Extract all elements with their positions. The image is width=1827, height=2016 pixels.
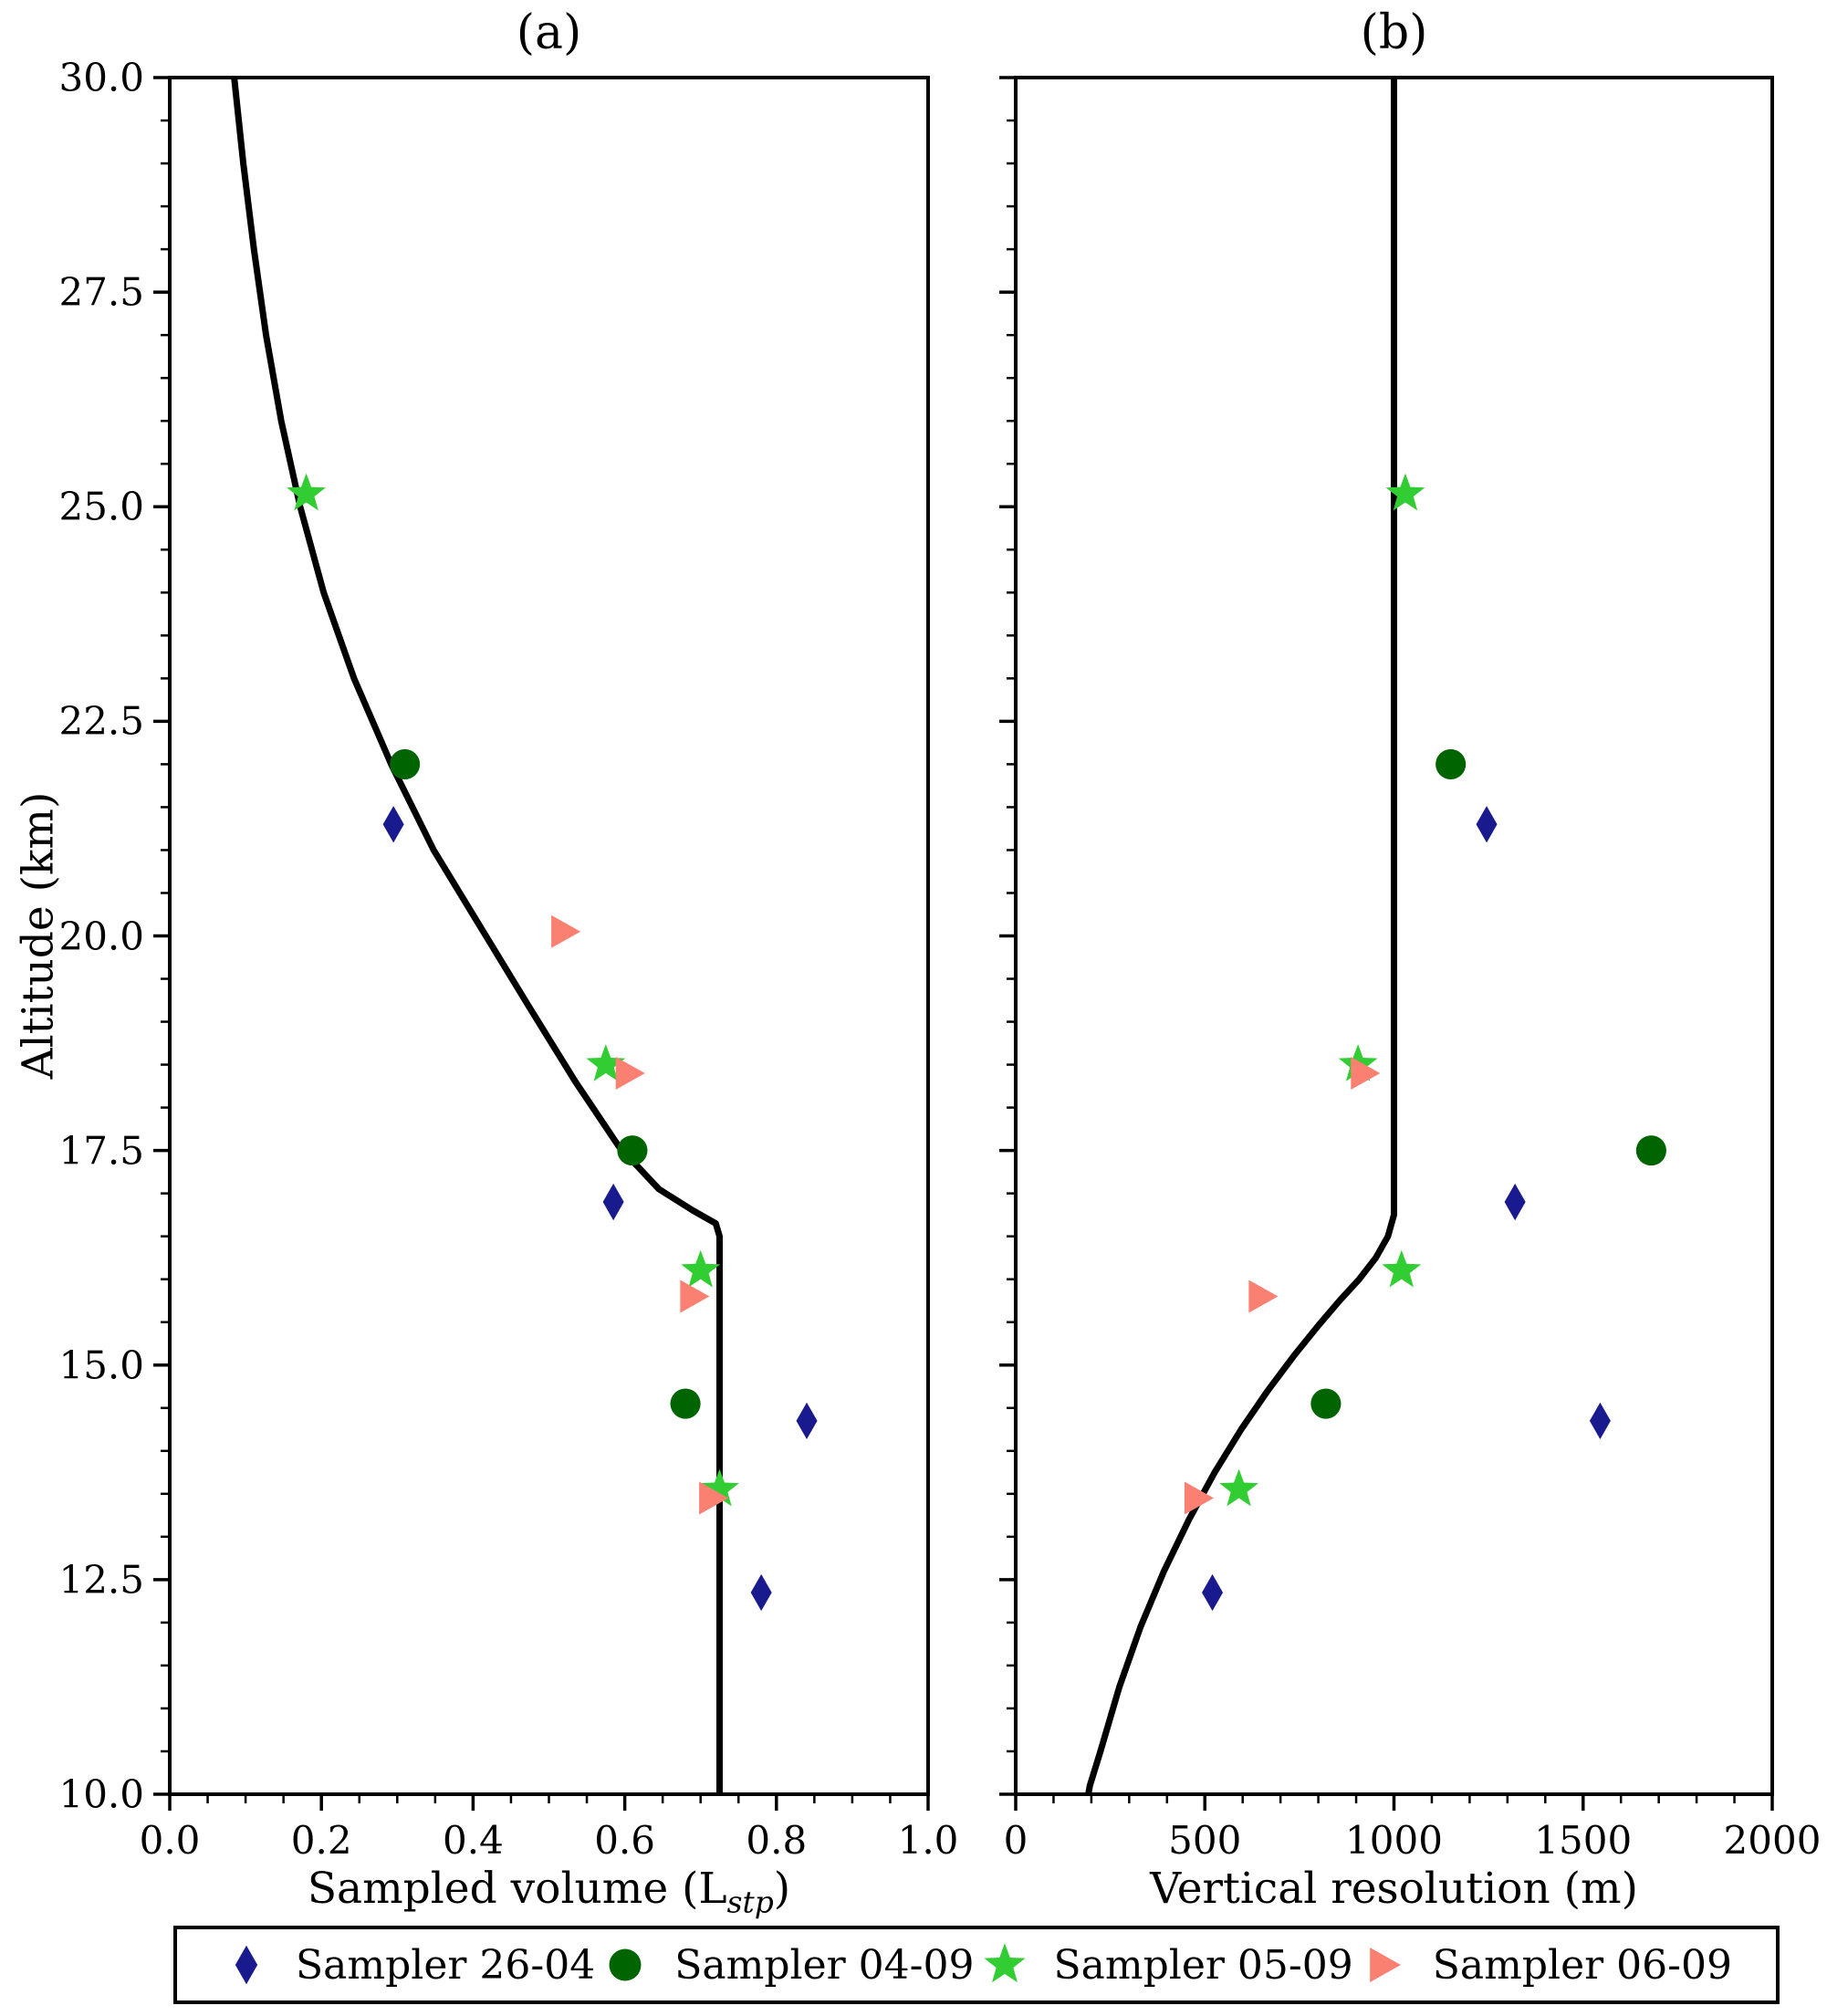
data-point	[602, 1183, 624, 1221]
model-vertical-resolution-profile	[1085, 78, 1397, 1795]
panel-a-title: (a)	[516, 5, 582, 60]
data-point	[1382, 1249, 1422, 1288]
panel-a-x-axis-label-text: Sampled volume (L	[307, 1864, 727, 1914]
data-point	[700, 1468, 739, 1507]
series-sampler-06-09	[1184, 1056, 1381, 1515]
x-tick-label: 1.0	[897, 1818, 959, 1863]
data-point	[699, 1481, 729, 1515]
panel-a	[153, 76, 930, 1811]
x-tick-label: 0.6	[594, 1818, 655, 1863]
y-tick-label: 22.5	[58, 698, 144, 744]
data-point	[1310, 1388, 1342, 1419]
y-tick-label: 27.5	[58, 269, 144, 315]
legend-label: Sampler 26-04	[296, 1941, 596, 1989]
star-legend-icon	[983, 1943, 1026, 1983]
data-point	[390, 748, 421, 779]
x-tick-label: 1000	[1345, 1818, 1443, 1863]
y-tick-label: 17.5	[58, 1128, 144, 1174]
data-point	[1248, 1280, 1279, 1313]
data-point	[1219, 1468, 1258, 1507]
x-tick-label: 1500	[1534, 1818, 1633, 1863]
panel-a-x-axis-label: Sampled volume (Lstp)	[170, 1864, 928, 1919]
series-sampler-26-04	[382, 806, 818, 1612]
data-point	[586, 1044, 626, 1081]
y-tick-label: 30.0	[58, 55, 144, 100]
y-tick-label: 15.0	[58, 1342, 144, 1388]
data-point	[750, 1573, 772, 1612]
y-tick-label: 12.5	[58, 1557, 144, 1603]
y-axis-label: Altitude (km)	[13, 791, 64, 1080]
series-sampler-04-09	[390, 748, 701, 1419]
legend-item-sampler-04-09: Sampler 04-09	[600, 1941, 975, 1989]
legend-item-sampler-05-09: Sampler 05-09	[979, 1942, 1353, 1989]
legend-label: Sampler 04-09	[674, 1941, 975, 1989]
y-tick-label: 20.0	[58, 914, 144, 958]
x-tick-label: 0.0	[139, 1818, 201, 1863]
legend-label: Sampler 06-09	[1432, 1941, 1732, 1989]
data-point	[1504, 1183, 1526, 1221]
data-point	[287, 473, 326, 511]
legend-label: Sampler 05-09	[1053, 1941, 1353, 1989]
data-point	[1436, 748, 1467, 779]
data-point	[1202, 1573, 1224, 1612]
circle-marker-icon	[609, 1948, 642, 1981]
model-sampled-volume-profile	[231, 77, 723, 1794]
triangle-right-marker-icon	[1369, 1948, 1401, 1982]
data-point	[382, 806, 404, 843]
data-point	[1385, 473, 1425, 511]
x-tick-label: 2000	[1723, 1818, 1822, 1863]
legend-item-sampler-06-09: Sampler 06-09	[1358, 1942, 1732, 1989]
diamond-marker-icon	[235, 1945, 258, 1985]
x-tick-label: 0.8	[746, 1818, 808, 1863]
x-tick-label: 0	[1003, 1818, 1028, 1863]
x-tick-label: 0.4	[442, 1818, 504, 1863]
panel-a-x-axis-label-suffix: )	[773, 1864, 791, 1914]
star-marker-icon	[983, 1943, 1026, 1983]
diamond-legend-icon	[235, 1945, 258, 1985]
panel-a-x-axis-label-subscript: stp	[726, 1884, 774, 1920]
data-point	[1476, 806, 1498, 843]
circle-legend-icon	[609, 1948, 642, 1981]
axes-frame	[168, 76, 930, 1796]
data-point	[551, 914, 581, 948]
data-point	[1589, 1402, 1611, 1440]
data-point	[670, 1388, 701, 1419]
panel-b	[999, 76, 1774, 1811]
panel-b-x-axis-label: Vertical resolution (m)	[1150, 1864, 1638, 1914]
data-point	[796, 1402, 818, 1440]
data-point	[1635, 1135, 1666, 1166]
x-tick-label: 500	[1168, 1818, 1242, 1863]
y-tick-label: 10.0	[58, 1771, 144, 1817]
series-sampler-05-09	[287, 473, 739, 1507]
y-tick-label: 25.0	[58, 484, 144, 529]
data-point	[617, 1135, 648, 1166]
legend: Sampler 26-04 Sampler 04-09 Sampler 05-09 S…	[173, 1926, 1780, 2004]
data-point	[680, 1280, 710, 1313]
series-sampler-26-04	[1202, 806, 1611, 1612]
series-sampler-04-09	[1310, 748, 1666, 1419]
data-point	[1184, 1481, 1214, 1515]
legend-item-sampler-26-04: Sampler 26-04	[221, 1942, 595, 1989]
data-point	[615, 1056, 645, 1090]
x-tick-label: 0.2	[290, 1818, 352, 1863]
data-point	[1351, 1056, 1381, 1090]
series-sampler-06-09	[551, 914, 729, 1515]
data-point	[681, 1249, 721, 1288]
triangle-right-legend-icon	[1369, 1948, 1401, 1982]
panel-b-title: (b)	[1360, 5, 1428, 60]
